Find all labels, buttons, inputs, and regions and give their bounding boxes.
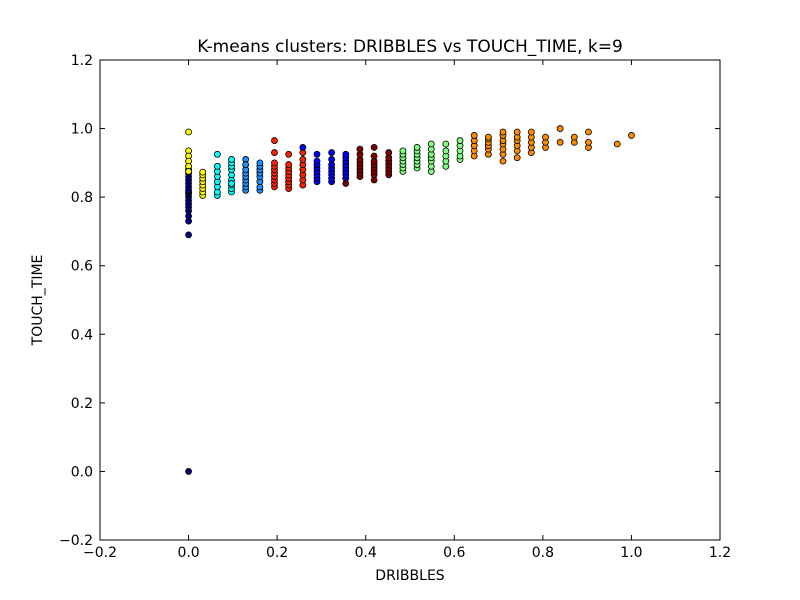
scatter-point	[185, 468, 192, 475]
scatter-point	[470, 132, 478, 139]
scatter-point	[385, 149, 393, 156]
y-tick-label: 0.0	[71, 464, 93, 480]
scatter-point	[570, 133, 578, 141]
x-tick-label: 0.6	[443, 545, 465, 561]
scatter-point	[556, 138, 564, 146]
scatter-point	[342, 150, 350, 158]
x-tick-label: 0.0	[177, 545, 199, 561]
scatter-point	[299, 144, 307, 151]
scatter-point	[185, 168, 192, 175]
y-tick-label: 0.6	[71, 259, 93, 275]
scatter-point	[256, 159, 264, 167]
scatter-point	[442, 140, 450, 148]
y-tick-label: 0.4	[71, 327, 93, 343]
scatter-point	[456, 137, 464, 144]
chart-title: K-means clusters: DRIBBLES vs TOUCH_TIME…	[197, 37, 623, 57]
scatter-point	[213, 150, 221, 158]
y-tick-label: 1.0	[71, 122, 93, 138]
scatter-point	[328, 149, 336, 156]
scatter-point	[370, 144, 378, 151]
scatter-point	[313, 150, 321, 158]
scatter-point	[228, 180, 235, 187]
scatter-point	[313, 157, 321, 165]
scatter-point	[542, 133, 549, 141]
plot-frame	[99, 59, 721, 541]
scatter-point	[285, 161, 293, 168]
y-tick-label: 1.2	[71, 53, 93, 69]
scatter-point	[356, 145, 364, 153]
x-tick-label: 1.2	[709, 545, 731, 561]
scatter-point	[185, 231, 192, 239]
axis-ticks: −0.2 0.0 0.2 0.4 0.6 0.8 1.0 1.2 −0.2 0.0 0.2 0.4 0.…	[59, 53, 731, 561]
scatter-point	[213, 162, 221, 170]
scatter-point	[499, 157, 507, 165]
scatter-point	[613, 140, 621, 148]
y-tick-label: −0.2	[59, 533, 93, 549]
scatter-point	[585, 138, 592, 146]
x-tick-label: 0.8	[532, 545, 554, 561]
scatter-point	[271, 149, 278, 156]
y-tick-label: 0.2	[71, 396, 93, 412]
scatter-point	[513, 154, 521, 162]
scatter-points	[185, 125, 635, 475]
scatter-point	[342, 180, 350, 187]
scatter-point	[185, 128, 192, 136]
x-tick-label: 0.4	[355, 545, 377, 561]
y-axis-title: TOUCH_TIME	[30, 255, 46, 347]
scatter-point	[513, 128, 521, 136]
scatter-point	[442, 147, 450, 155]
scatter-point	[199, 168, 207, 176]
scatter-point	[242, 161, 250, 168]
scatter-point	[527, 128, 535, 136]
y-tick-label: 0.8	[71, 190, 93, 206]
scatter-point	[484, 133, 492, 141]
scatter-point	[228, 156, 235, 163]
scatter-point	[271, 137, 278, 144]
x-tick-label: 1.0	[620, 545, 642, 561]
x-axis-title: DRIBBLES	[375, 568, 444, 584]
scatter-point	[556, 125, 564, 132]
scatter-point	[585, 128, 592, 136]
scatter-point	[413, 144, 421, 151]
scatter-point	[285, 150, 293, 158]
scatter-point	[328, 156, 336, 163]
scatter-point	[271, 159, 278, 167]
x-tick-label: 0.2	[266, 545, 288, 561]
scatter-point	[427, 140, 435, 148]
scatter-point	[370, 152, 378, 160]
scatter-point	[299, 156, 307, 163]
scatter-point	[628, 132, 635, 139]
x-tick-label: −0.2	[83, 545, 117, 561]
scatter-point	[499, 128, 507, 136]
scatter-point	[399, 147, 407, 155]
